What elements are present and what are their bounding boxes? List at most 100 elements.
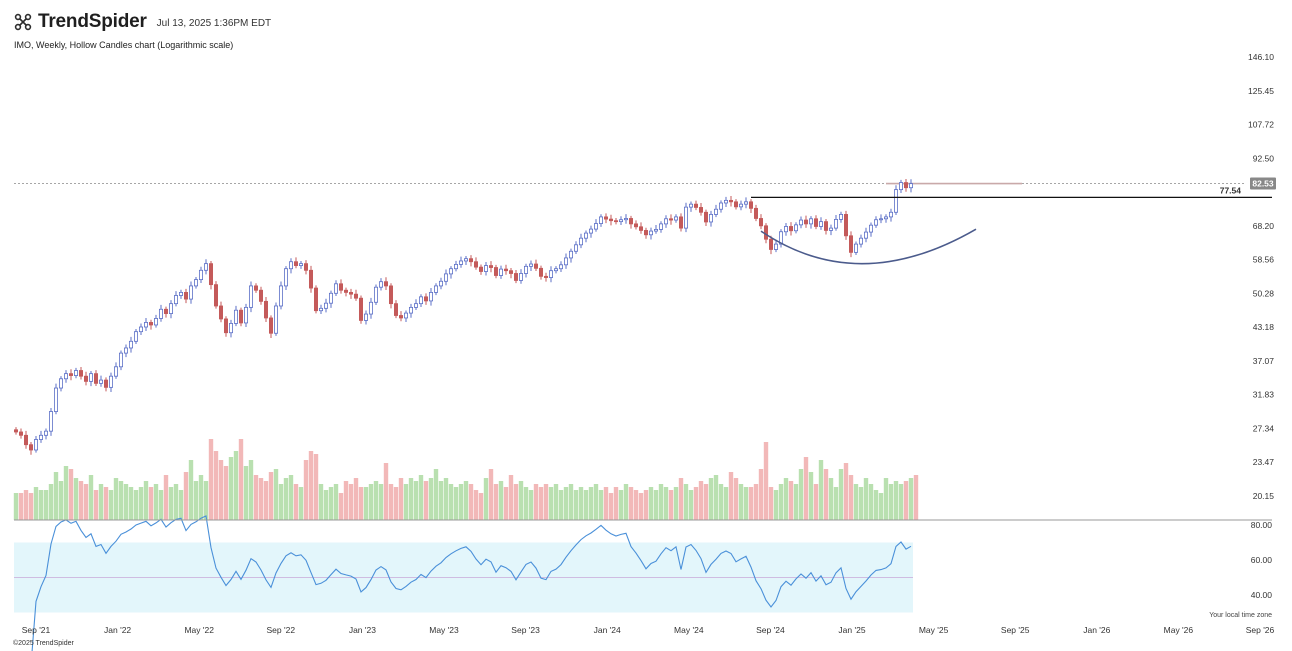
volume-bar bbox=[188, 460, 194, 520]
candle-body bbox=[473, 261, 478, 268]
volume-bar bbox=[453, 487, 459, 520]
volume-bar bbox=[703, 484, 709, 520]
volume-bar bbox=[908, 478, 914, 520]
candle-body bbox=[724, 199, 729, 204]
volume-bar bbox=[858, 487, 864, 520]
volume-bar bbox=[253, 475, 259, 520]
candle-body bbox=[448, 268, 453, 275]
volume-bar bbox=[533, 484, 539, 520]
candle-body bbox=[498, 268, 503, 276]
candle-body bbox=[428, 292, 433, 302]
volume-bar bbox=[193, 481, 199, 520]
volume-bar bbox=[313, 454, 319, 520]
volume-bar bbox=[728, 472, 734, 520]
volume-bar bbox=[333, 484, 339, 520]
volume-bar bbox=[163, 475, 169, 520]
brand-name: TrendSpider bbox=[38, 11, 147, 32]
candle-body bbox=[879, 218, 884, 221]
volume-bar bbox=[523, 487, 529, 520]
candle-body bbox=[744, 201, 749, 205]
volume-bar bbox=[883, 478, 889, 520]
candle-body bbox=[564, 257, 569, 266]
candle-body bbox=[534, 263, 539, 269]
rsi-line bbox=[31, 515, 912, 651]
candle-body bbox=[44, 430, 49, 436]
volume-bar bbox=[343, 481, 349, 520]
volume-bar bbox=[813, 484, 819, 520]
volume-bar bbox=[408, 478, 414, 520]
volume-bar bbox=[98, 484, 104, 520]
volume-bar bbox=[648, 487, 654, 520]
volume-bar bbox=[913, 475, 919, 520]
price-tick-label: 27.34 bbox=[1253, 423, 1275, 433]
volume-bar bbox=[353, 478, 359, 520]
volume-bar bbox=[148, 487, 154, 520]
candle-body bbox=[453, 264, 458, 270]
volume-bar bbox=[358, 487, 364, 520]
candle-body bbox=[524, 265, 529, 274]
volume-bar bbox=[543, 484, 549, 520]
volume-bar bbox=[338, 493, 344, 520]
volume-bar bbox=[788, 481, 794, 520]
volume-bar bbox=[123, 484, 129, 520]
candle-body bbox=[378, 281, 383, 288]
candle-body bbox=[714, 208, 719, 215]
volume-bar bbox=[398, 478, 404, 520]
volume-bar bbox=[383, 463, 389, 520]
volume-bar bbox=[218, 460, 224, 520]
volume-bar bbox=[513, 484, 519, 520]
volume-bar bbox=[143, 481, 149, 520]
volume-bar bbox=[818, 460, 824, 520]
candle-body bbox=[188, 285, 193, 300]
volume-bars bbox=[13, 439, 919, 520]
time-tick-label: Jan '24 bbox=[594, 625, 621, 635]
candle-body bbox=[128, 340, 133, 349]
volume-bar bbox=[563, 487, 569, 520]
candle-body bbox=[163, 308, 168, 314]
candle-body bbox=[874, 219, 879, 226]
candle-body bbox=[614, 220, 619, 223]
candle-body bbox=[694, 203, 699, 208]
rsi-panel bbox=[14, 515, 913, 651]
time-tick-label: May '24 bbox=[674, 625, 704, 635]
candle-body bbox=[193, 279, 198, 287]
volume-bar bbox=[598, 490, 604, 520]
candle-body bbox=[529, 263, 534, 267]
candle-body bbox=[514, 273, 519, 281]
volume-bar bbox=[568, 484, 574, 520]
volume-bar bbox=[583, 490, 589, 520]
volume-bar bbox=[58, 481, 64, 520]
candle-body bbox=[114, 366, 119, 377]
volume-bar bbox=[698, 481, 704, 520]
volume-bar bbox=[73, 478, 79, 520]
candle-body bbox=[423, 296, 428, 302]
volume-bar bbox=[368, 484, 374, 520]
candle-body bbox=[659, 223, 664, 230]
volume-bar bbox=[678, 478, 684, 520]
time-tick-label: May '25 bbox=[919, 625, 949, 635]
volume-bar bbox=[643, 490, 649, 520]
volume-bar bbox=[478, 493, 484, 520]
volume-bar bbox=[748, 487, 754, 520]
volume-bar bbox=[578, 487, 584, 520]
volume-bar bbox=[683, 484, 689, 520]
candle-body bbox=[769, 238, 774, 250]
candle-body bbox=[348, 292, 353, 295]
candle-body bbox=[248, 285, 253, 308]
candle-body bbox=[549, 270, 554, 278]
candle-body bbox=[749, 201, 754, 209]
candle-body bbox=[819, 221, 824, 227]
volume-bar bbox=[178, 490, 184, 520]
candle-body bbox=[508, 270, 513, 274]
candle-body bbox=[519, 273, 524, 281]
volume-bar bbox=[43, 490, 49, 520]
volume-bar bbox=[508, 475, 514, 520]
candle-body bbox=[13, 429, 18, 433]
candle-body bbox=[183, 292, 188, 300]
candle-body bbox=[438, 280, 443, 287]
candle-body bbox=[109, 375, 114, 388]
candle-body bbox=[684, 206, 689, 229]
candle-body bbox=[418, 296, 423, 305]
volume-bar bbox=[873, 490, 879, 520]
